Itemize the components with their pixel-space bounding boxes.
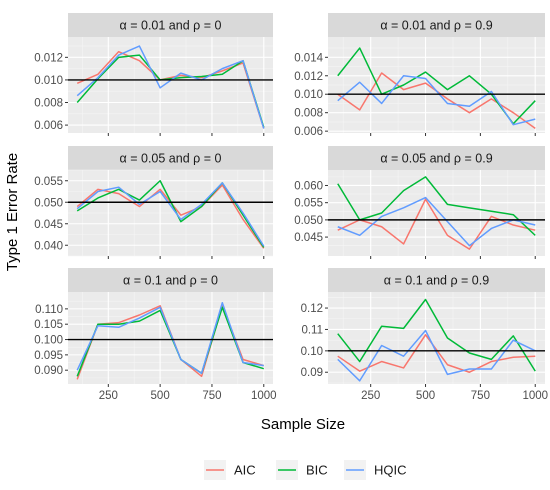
legend: AIC BIC HQIC bbox=[204, 460, 407, 480]
x-tick-label: 750 bbox=[471, 390, 490, 402]
panel-strip bbox=[68, 13, 273, 37]
y-tick-label: 0.11 bbox=[301, 324, 323, 336]
series-line-hqic bbox=[337, 75, 536, 126]
y-tick-label: 0.095 bbox=[34, 350, 63, 362]
y-tick-label: 0.006 bbox=[294, 126, 323, 138]
legend-item-aic: AIC bbox=[204, 460, 256, 480]
panel: α = 0.01 and ρ = 0 0.006 0.008 0.010 0.012 bbox=[34, 13, 273, 136]
x-tick-label: 1000 bbox=[251, 390, 277, 402]
y-tick-label: 0.110 bbox=[35, 304, 63, 316]
panel: α = 0.05 and ρ = 0.9 0.045 0.050 0.055 0.060 bbox=[294, 146, 545, 259]
x-tick-label: 250 bbox=[99, 390, 118, 402]
y-tick-label: 0.100 bbox=[34, 335, 63, 347]
series-line-hqic bbox=[337, 196, 536, 247]
legend-label: AIC bbox=[234, 463, 256, 478]
panel-strip bbox=[328, 146, 545, 170]
series-line-aic bbox=[337, 334, 536, 373]
series-line-bic bbox=[337, 298, 536, 372]
panel-title: α = 0.1 and ρ = 0 bbox=[123, 274, 218, 288]
y-tick-label: 0.045 bbox=[294, 232, 323, 244]
y-tick-label: 0.014 bbox=[294, 52, 323, 64]
panels: α = 0.01 and ρ = 00.0060.0080.0100.012α … bbox=[34, 13, 548, 402]
panel-title: α = 0.01 and ρ = 0.9 bbox=[380, 19, 492, 33]
panel-title: α = 0.1 and ρ = 0.9 bbox=[384, 274, 489, 288]
panel-title: α = 0.05 and ρ = 0.9 bbox=[380, 152, 492, 166]
x-tick-label: 750 bbox=[202, 390, 221, 402]
legend-label: BIC bbox=[306, 463, 328, 478]
y-tick-label: 0.040 bbox=[34, 240, 63, 252]
y-tick-label: 0.105 bbox=[34, 319, 63, 331]
y-axis-title: Type 1 Error Rate bbox=[4, 153, 21, 271]
y-tick-label: 0.12 bbox=[301, 303, 323, 315]
y-tick-label: 0.050 bbox=[294, 215, 323, 227]
panel-title: α = 0.01 and ρ = 0 bbox=[120, 19, 222, 33]
panel: α = 0.05 and ρ = 0 0.040 0.045 0.050 0.055 bbox=[34, 146, 273, 259]
panel-strip bbox=[68, 146, 273, 170]
legend-item-hqic: HQIC bbox=[344, 460, 407, 480]
y-tick-label: 0.006 bbox=[34, 120, 63, 132]
legend-label: HQIC bbox=[374, 463, 407, 478]
panel: α = 0.1 and ρ = 0 0.090 0.095 0.100 0.105 0.1… bbox=[34, 268, 277, 402]
y-tick-label: 0.050 bbox=[34, 197, 63, 209]
y-tick-label: 0.010 bbox=[34, 75, 63, 87]
y-tick-label: 0.09 bbox=[301, 367, 323, 379]
panel-strip bbox=[328, 268, 545, 292]
panel-title: α = 0.05 and ρ = 0 bbox=[120, 152, 222, 166]
y-tick-label: 0.008 bbox=[294, 108, 323, 120]
panel-strip bbox=[328, 13, 545, 37]
panel-strip bbox=[68, 268, 273, 292]
panel-background bbox=[68, 37, 273, 133]
y-tick-label: 0.055 bbox=[294, 198, 323, 210]
panel: α = 0.1 and ρ = 0.9 0.09 0.10 0.11 0.12 250 50… bbox=[301, 268, 548, 402]
panel-background bbox=[328, 170, 545, 256]
y-tick-label: 0.010 bbox=[294, 89, 323, 101]
x-tick-label: 1000 bbox=[522, 390, 548, 402]
y-tick-label: 0.045 bbox=[34, 219, 63, 231]
y-tick-label: 0.060 bbox=[294, 180, 323, 192]
y-tick-label: 0.055 bbox=[34, 176, 63, 188]
series-line-bic bbox=[76, 54, 265, 128]
y-tick-label: 0.012 bbox=[34, 52, 63, 64]
y-tick-label: 0.090 bbox=[34, 365, 63, 377]
series-line-hqic bbox=[76, 182, 265, 247]
panel: α = 0.01 and ρ = 0.9 0.006 0.008 0.010 0.012… bbox=[294, 13, 545, 138]
y-tick-label: 0.012 bbox=[294, 71, 323, 83]
x-axis-title: Sample Size bbox=[261, 416, 345, 433]
series-line-hqic bbox=[76, 301, 264, 375]
series-line-aic bbox=[337, 198, 536, 250]
y-tick-label: 0.008 bbox=[34, 98, 63, 110]
y-tick-label: 0.10 bbox=[301, 346, 323, 358]
series-line-hqic bbox=[337, 329, 536, 382]
x-tick-label: 500 bbox=[416, 390, 435, 402]
legend-item-bic: BIC bbox=[276, 460, 328, 480]
x-tick-label: 250 bbox=[361, 390, 380, 402]
series-line-bic bbox=[337, 176, 536, 236]
x-tick-label: 500 bbox=[151, 390, 170, 402]
panel-background bbox=[68, 292, 273, 384]
